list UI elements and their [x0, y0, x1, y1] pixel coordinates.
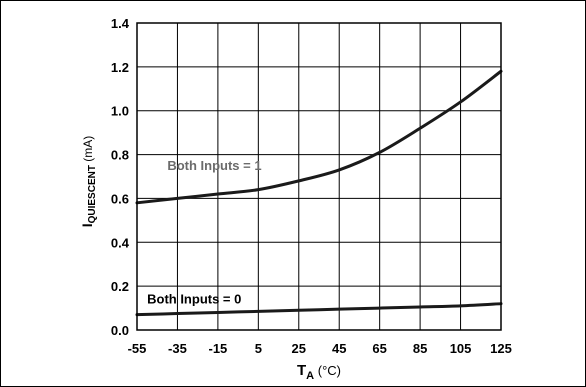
x-tick-label: 125: [490, 341, 512, 356]
y-tick-label: 1.2: [111, 60, 129, 75]
y-tick-label: 0.8: [111, 148, 129, 163]
x-tick-labels: -55 -35 -15 5 25 45 65 85 105 125: [128, 341, 512, 356]
x-axis-label-unit: (°C): [314, 363, 341, 378]
x-tick-label: -35: [168, 341, 187, 356]
x-tick-label: 25: [292, 341, 306, 356]
x-tick-label: 5: [255, 341, 262, 356]
y-tick-label: 0.2: [111, 279, 129, 294]
series-line-1: [135, 69, 503, 205]
annotation-label: Both Inputs = 1: [167, 158, 261, 173]
y-tick-label: 0.6: [111, 191, 129, 206]
y-axis-label: IQUIESCENT (mA): [79, 136, 98, 228]
y-axis-label-sub: QUIESCENT: [87, 165, 98, 223]
x-tick-label: -15: [208, 341, 227, 356]
x-tick-label: 45: [332, 341, 346, 356]
plot-border: [136, 22, 502, 331]
y-tick-label: 1.4: [111, 16, 130, 31]
y-axis-label-main: I: [79, 223, 95, 227]
x-tick-label: 85: [413, 341, 427, 356]
x-axis-label: TA (°C): [297, 362, 341, 382]
y-tick-label: 0.4: [111, 235, 130, 250]
y-tick-label: 0.0: [111, 323, 129, 338]
series-layer: [135, 69, 503, 317]
series-line-2: [135, 302, 503, 317]
annotation-label: Both Inputs = 0: [147, 292, 241, 307]
x-tick-label: 105: [450, 341, 472, 356]
x-tick-label: -55: [128, 341, 147, 356]
annotations: Both Inputs = 1 Both Inputs = 0: [147, 158, 261, 307]
x-tick-label: 65: [372, 341, 386, 356]
y-axis-label-unit: (mA): [81, 136, 95, 165]
x-axis-label-main: T: [297, 362, 306, 379]
y-tick-labels: 0.0 0.2 0.4 0.6 0.8 1.0 1.2 1.4: [111, 16, 130, 338]
y-tick-label: 1.0: [111, 104, 129, 119]
x-axis-label-sub: A: [306, 370, 314, 382]
